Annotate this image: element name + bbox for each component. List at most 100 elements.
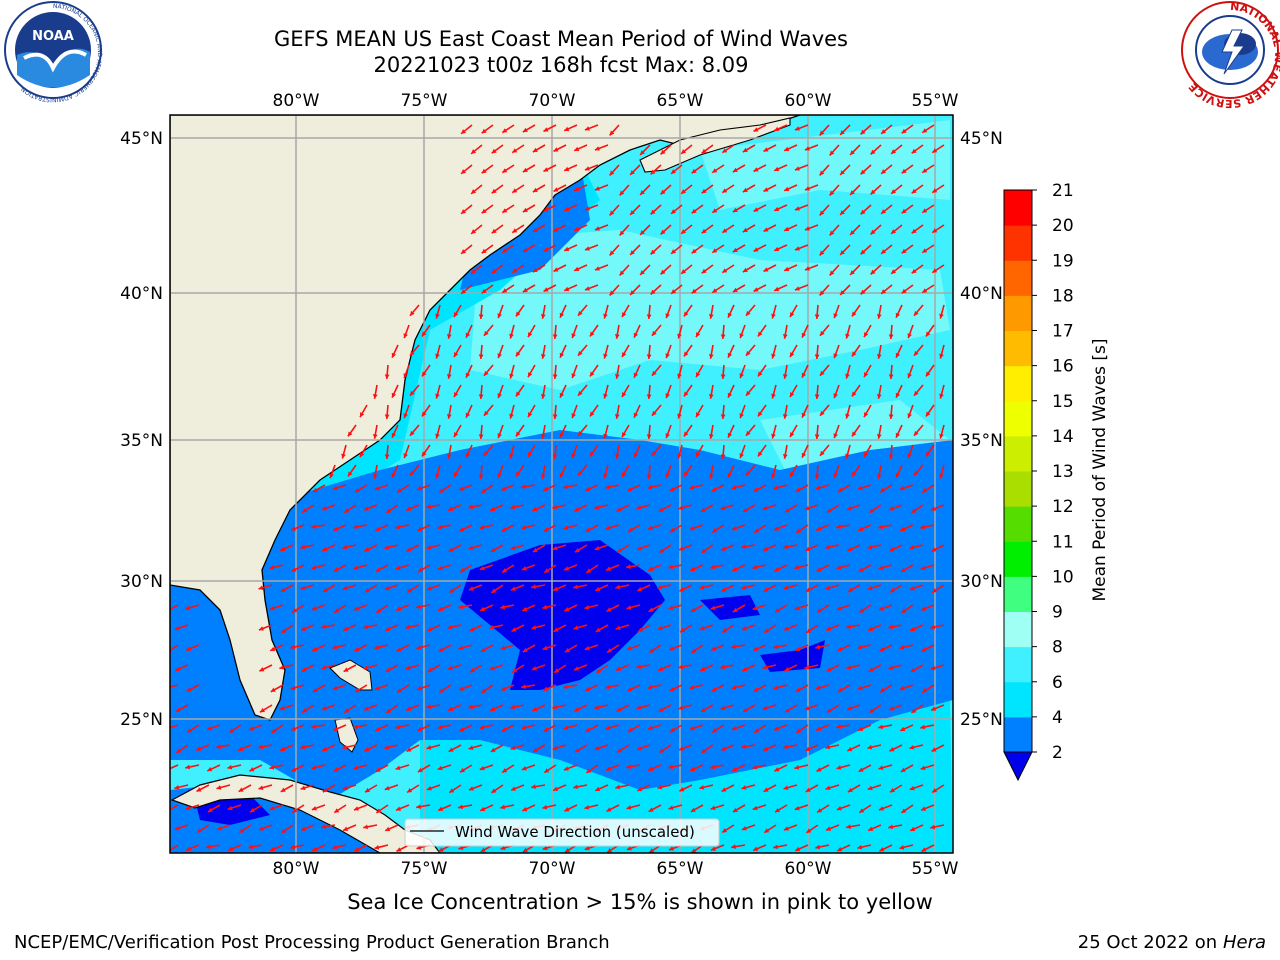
colorbar-tick-label: 4 [1052, 708, 1063, 728]
map-area [170, 115, 953, 853]
wind-wave-arrow [509, 404, 515, 419]
wind-wave-arrow [732, 204, 746, 213]
wind-wave-arrow [901, 284, 914, 294]
wind-wave-arrow [860, 244, 872, 255]
wind-wave-arrow [899, 484, 914, 491]
wind-wave-arrow [478, 464, 484, 480]
wind-wave-arrow [501, 764, 515, 774]
wind-wave-arrow [417, 564, 431, 573]
wind-wave-arrow [665, 304, 672, 319]
colorbar-tick-label: 16 [1052, 357, 1074, 377]
wind-wave-arrow [300, 584, 315, 591]
wind-wave-arrow [359, 404, 368, 418]
wind-wave-arrow [469, 664, 483, 673]
wind-wave-arrow [907, 364, 914, 379]
wind-wave-arrow [819, 324, 830, 337]
wind-wave-arrow [409, 464, 420, 477]
wind-wave-arrow [721, 264, 735, 274]
wind-wave-arrow [501, 244, 515, 254]
wind-wave-arrow [603, 424, 609, 439]
wind-wave-arrow [470, 224, 483, 235]
wind-wave-arrow [901, 164, 914, 174]
wind-wave-arrow [773, 644, 788, 650]
wind-wave-arrow [527, 404, 536, 418]
wind-wave-arrow [689, 724, 704, 731]
wind-wave-arrow [836, 724, 851, 730]
wind-wave-arrow [384, 744, 399, 750]
wind-wave-arrow [333, 564, 347, 573]
wind-wave-arrow [867, 744, 882, 750]
colorbar-tick-label: 8 [1052, 638, 1063, 658]
wind-wave-arrow [395, 604, 410, 611]
wind-wave-arrow [312, 684, 326, 693]
wind-wave-arrow [679, 624, 693, 633]
wind-wave-arrow [931, 184, 945, 194]
footer-host: Hera [1222, 932, 1266, 953]
colorbar: 2 4 6 8 9 10 11 12 13 14 15 16 17 18 19 20 21 [1003, 181, 1074, 782]
wind-wave-arrow [910, 504, 924, 514]
wind-wave-arrow [409, 344, 420, 357]
wind-wave-arrow [258, 824, 273, 831]
wind-wave-arrow [465, 324, 473, 339]
wind-wave-arrow [757, 444, 767, 457]
wind-wave-arrow [614, 444, 620, 459]
wind-wave-arrow [867, 624, 882, 632]
wind-wave-arrow [863, 364, 872, 378]
wind-wave-arrow [678, 664, 693, 670]
wind-wave-arrow [301, 504, 315, 514]
wind-wave-arrow [699, 584, 714, 590]
wind-wave-arrow [731, 724, 746, 731]
wind-wave-arrow [542, 644, 557, 651]
wind-wave-arrow [921, 684, 935, 694]
wind-wave-arrow [421, 364, 431, 377]
wind-wave-arrow [448, 544, 462, 553]
wind-wave-arrow [258, 624, 273, 631]
lat-label-25n: 25°N [120, 710, 163, 730]
wind-wave-arrow [847, 584, 861, 593]
wind-wave-arrow [626, 564, 641, 570]
wind-wave-arrow [279, 704, 294, 711]
wind-wave-arrow [584, 604, 599, 610]
wind-wave-arrow [515, 424, 525, 437]
wind-wave-arrow [710, 564, 725, 570]
colorbar-segment [1004, 435, 1032, 472]
wind-wave-arrow [483, 444, 494, 457]
wind-wave-arrow [648, 644, 662, 654]
wind-wave-arrow [721, 824, 735, 834]
wind-wave-arrow [342, 784, 357, 791]
wind-wave-arrow [731, 484, 746, 490]
wind-wave-arrow [815, 644, 830, 650]
wind-wave-arrow [621, 304, 630, 318]
wind-wave-arrow [839, 204, 851, 216]
wind-wave-arrow [627, 724, 641, 733]
wind-wave-arrow [291, 804, 305, 814]
wind-wave-arrow [720, 704, 735, 711]
wind-wave-arrow [395, 524, 410, 530]
wind-wave-arrow [465, 444, 473, 459]
wind-wave-arrow [603, 344, 609, 359]
wind-wave-arrow [836, 844, 851, 852]
wind-wave-arrow [742, 704, 756, 713]
wind-wave-arrow [784, 704, 798, 713]
wind-wave-arrow [479, 604, 494, 612]
wind-wave-arrow [921, 204, 935, 214]
wind-wave-arrow [753, 204, 767, 213]
wind-wave-arrow [446, 404, 452, 419]
wind-wave-arrow [427, 664, 441, 673]
wind-wave-arrow [552, 404, 558, 420]
wind-wave-arrow [771, 384, 777, 399]
wind-wave-arrow [216, 784, 231, 790]
wind-wave-arrow [636, 784, 651, 792]
wind-wave-arrow [833, 344, 840, 359]
wind-wave-arrow [589, 324, 599, 337]
wind-wave-arrow [280, 624, 294, 634]
wind-wave-arrow [573, 624, 588, 630]
colorbar-tick-label: 20 [1052, 216, 1074, 236]
wind-wave-arrow [825, 544, 840, 550]
wind-wave-arrow [731, 684, 746, 690]
wind-wave-arrow [794, 124, 809, 131]
wind-wave-arrow [363, 504, 378, 511]
wind-wave-arrow [497, 464, 504, 479]
wind-wave-arrow [833, 384, 840, 399]
wind-wave-arrow [762, 664, 777, 670]
